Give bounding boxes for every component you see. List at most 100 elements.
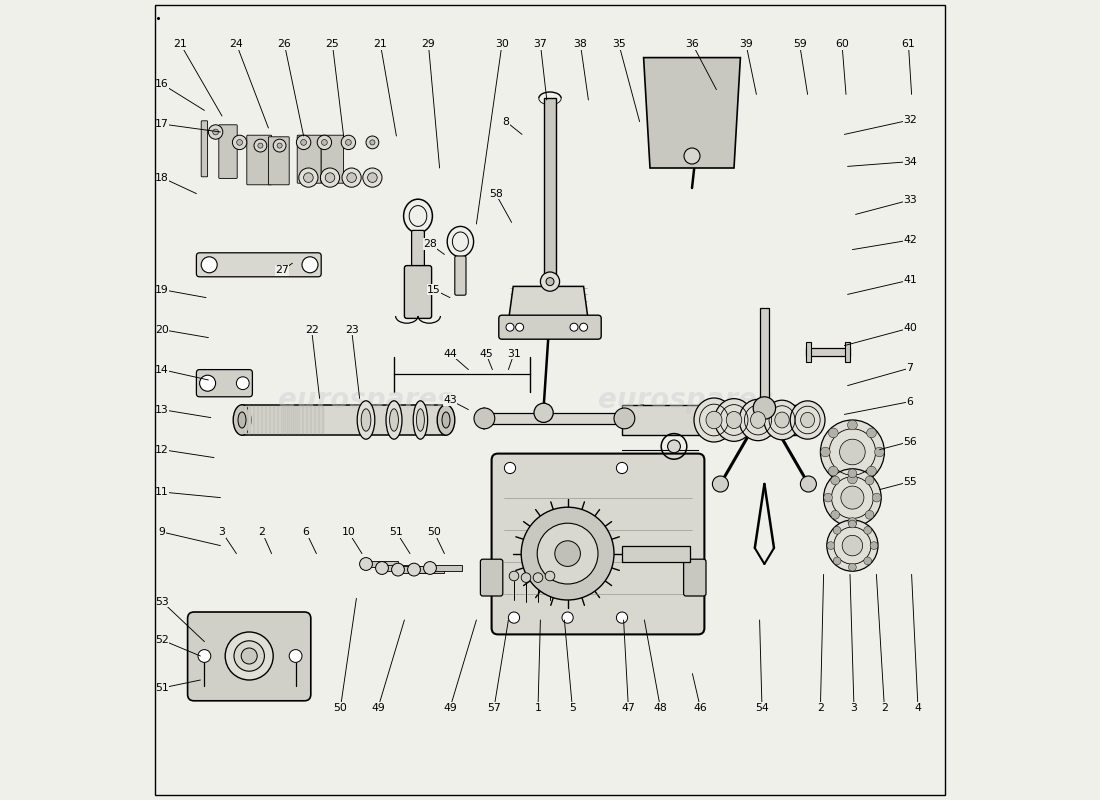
Text: 45: 45 — [480, 349, 493, 358]
FancyBboxPatch shape — [411, 230, 425, 278]
Ellipse shape — [840, 486, 864, 509]
Text: 58: 58 — [488, 189, 503, 198]
Bar — [760, 308, 769, 408]
Text: 14: 14 — [155, 365, 169, 374]
Text: 28: 28 — [424, 239, 437, 249]
Circle shape — [506, 323, 514, 331]
Text: 23: 23 — [344, 325, 359, 334]
Circle shape — [201, 257, 217, 273]
Circle shape — [546, 571, 554, 581]
Circle shape — [580, 323, 587, 331]
Text: 21: 21 — [374, 39, 387, 49]
Circle shape — [317, 135, 331, 150]
Text: 2: 2 — [817, 703, 824, 713]
Circle shape — [474, 408, 495, 429]
Text: 21: 21 — [174, 39, 187, 49]
Circle shape — [408, 563, 420, 576]
Circle shape — [521, 573, 531, 582]
Circle shape — [616, 612, 628, 623]
Circle shape — [828, 466, 838, 476]
Text: 61: 61 — [902, 39, 915, 49]
Circle shape — [289, 650, 302, 662]
Text: 13: 13 — [155, 405, 169, 414]
Text: 53: 53 — [155, 597, 169, 606]
Circle shape — [346, 173, 356, 182]
Circle shape — [257, 143, 263, 148]
Text: 3: 3 — [219, 527, 225, 537]
Bar — [273, 406, 275, 434]
Circle shape — [304, 173, 313, 182]
Circle shape — [824, 494, 833, 502]
Circle shape — [363, 168, 382, 187]
Text: eurospares: eurospares — [278, 386, 453, 414]
FancyBboxPatch shape — [219, 125, 238, 178]
Ellipse shape — [827, 520, 878, 571]
Circle shape — [847, 474, 857, 484]
Circle shape — [874, 447, 884, 457]
Text: eurospares: eurospares — [598, 386, 773, 414]
Bar — [430, 565, 462, 571]
Circle shape — [570, 323, 578, 331]
Circle shape — [684, 148, 700, 164]
Ellipse shape — [389, 409, 398, 431]
Circle shape — [847, 420, 857, 430]
Bar — [289, 406, 292, 434]
FancyBboxPatch shape — [197, 253, 321, 277]
Circle shape — [830, 476, 839, 485]
Text: 8: 8 — [503, 117, 509, 126]
Circle shape — [199, 375, 216, 391]
Text: 17: 17 — [155, 119, 169, 129]
Bar — [398, 566, 427, 573]
Text: 50: 50 — [427, 527, 441, 537]
Text: 49: 49 — [443, 703, 456, 713]
Bar — [297, 406, 300, 434]
Bar — [366, 561, 398, 567]
Circle shape — [534, 573, 542, 582]
FancyBboxPatch shape — [201, 121, 208, 177]
Circle shape — [508, 612, 519, 623]
Circle shape — [326, 173, 334, 182]
Ellipse shape — [824, 469, 881, 526]
Circle shape — [867, 466, 877, 476]
Circle shape — [236, 139, 242, 146]
Ellipse shape — [358, 401, 375, 439]
Circle shape — [864, 557, 871, 565]
Ellipse shape — [821, 420, 884, 484]
Text: 7: 7 — [906, 363, 913, 373]
Bar — [806, 342, 811, 362]
Text: 48: 48 — [653, 703, 668, 713]
Ellipse shape — [417, 409, 425, 431]
Bar — [277, 406, 279, 434]
Text: 3: 3 — [850, 703, 857, 713]
Circle shape — [534, 403, 553, 422]
FancyBboxPatch shape — [405, 266, 431, 318]
Polygon shape — [508, 286, 588, 322]
Bar — [314, 406, 316, 434]
Circle shape — [198, 650, 211, 662]
Ellipse shape — [715, 398, 754, 442]
Bar — [414, 566, 444, 573]
FancyBboxPatch shape — [321, 135, 343, 183]
Text: 52: 52 — [155, 635, 169, 645]
Text: 59: 59 — [793, 39, 806, 49]
Text: 49: 49 — [371, 703, 385, 713]
FancyBboxPatch shape — [492, 454, 704, 634]
Circle shape — [367, 173, 377, 182]
Text: 35: 35 — [612, 39, 626, 49]
Polygon shape — [644, 58, 740, 168]
Ellipse shape — [241, 648, 257, 664]
Bar — [318, 406, 320, 434]
Circle shape — [870, 542, 878, 550]
Text: 40: 40 — [903, 323, 917, 333]
Bar — [265, 406, 267, 434]
Text: 15: 15 — [427, 285, 441, 294]
Bar — [484, 413, 625, 424]
Text: 33: 33 — [903, 195, 917, 205]
Circle shape — [848, 563, 856, 571]
Text: 38: 38 — [573, 39, 587, 49]
Bar — [256, 406, 260, 434]
Circle shape — [345, 139, 351, 146]
Ellipse shape — [726, 411, 741, 429]
Text: 29: 29 — [421, 39, 436, 49]
Circle shape — [212, 129, 219, 135]
